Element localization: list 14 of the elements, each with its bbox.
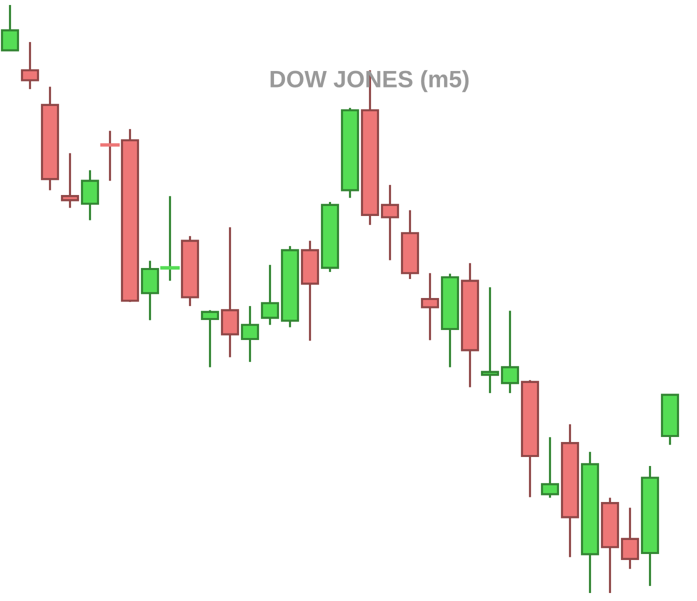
candlestick <box>620 506 640 570</box>
candlestick <box>580 450 600 593</box>
candlestick <box>380 184 400 262</box>
candlestick <box>480 286 500 394</box>
candlestick <box>460 262 480 388</box>
candlestick <box>80 169 100 222</box>
candlestick <box>560 423 580 558</box>
candlestick <box>500 310 520 394</box>
candlestick <box>640 464 660 587</box>
candlestick <box>240 305 260 363</box>
candlestick <box>420 272 440 342</box>
candlestick <box>300 240 320 342</box>
candlestick <box>40 86 60 192</box>
candlestick <box>220 226 240 358</box>
